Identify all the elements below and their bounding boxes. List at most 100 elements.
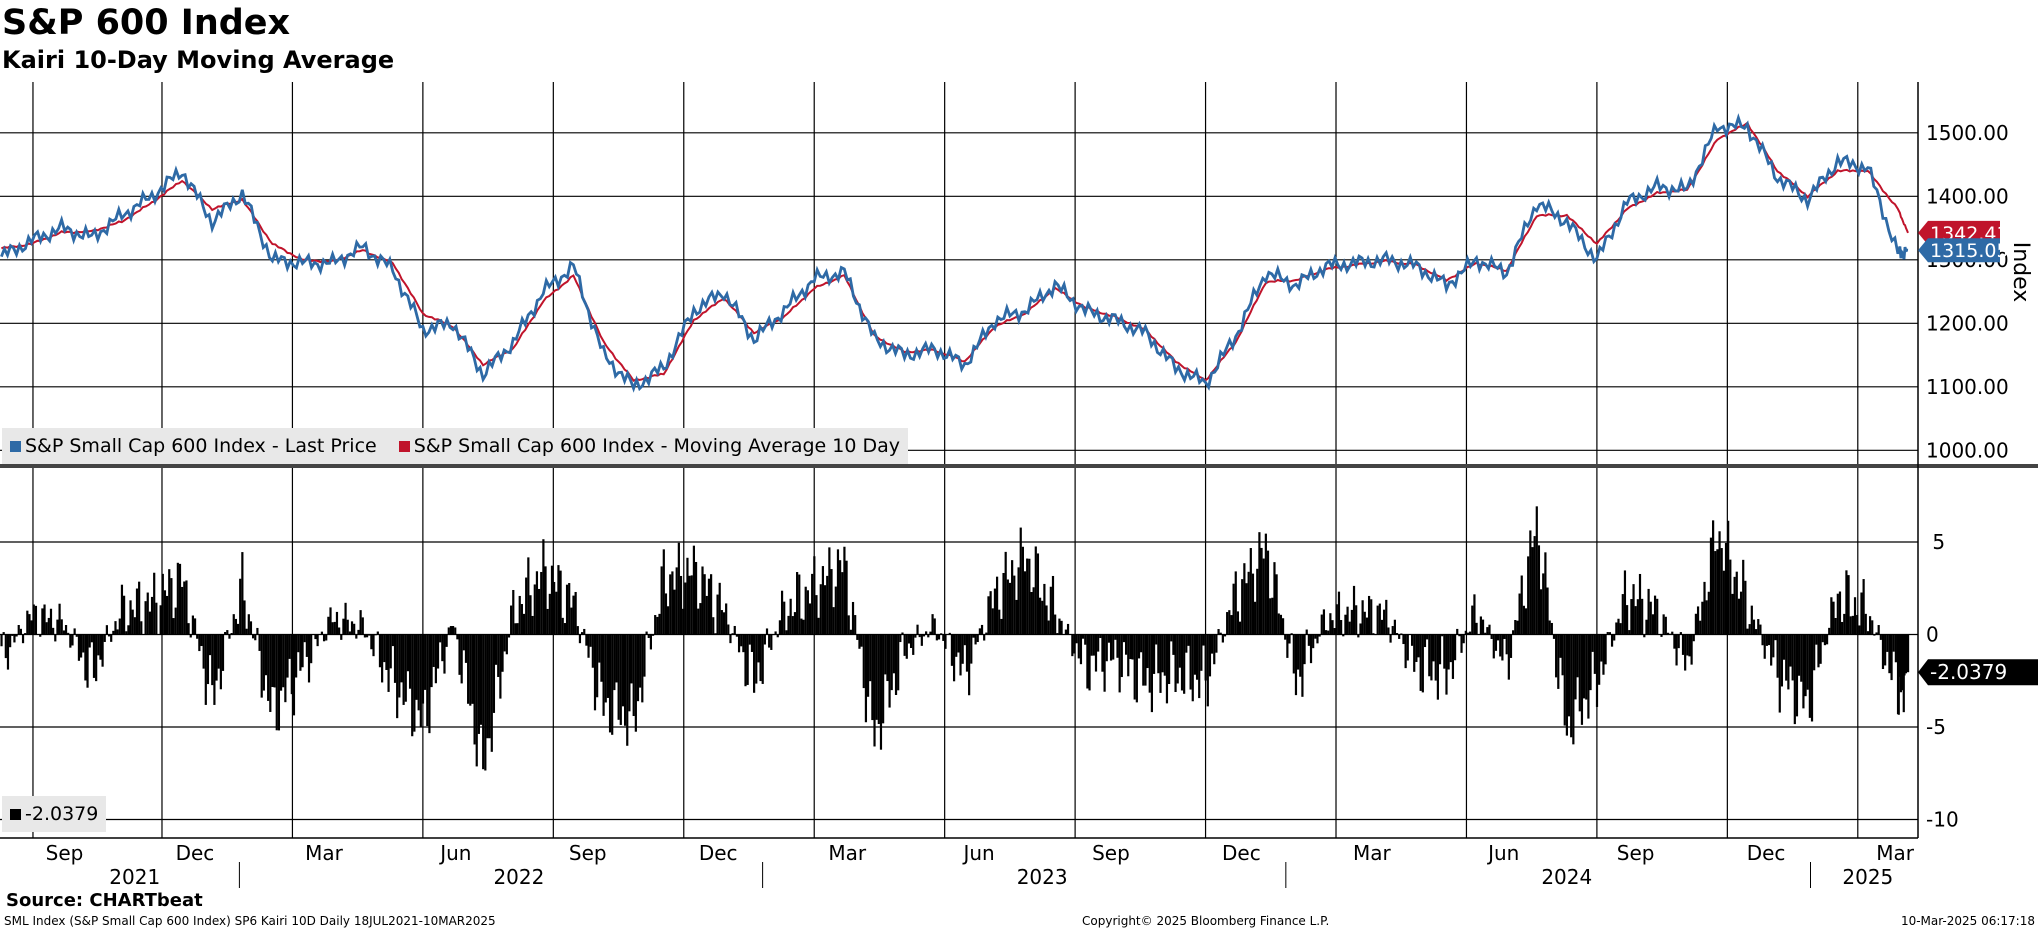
kairi-bar [355,634,358,639]
kairi-bar [460,634,463,684]
kairi-bar [864,634,868,723]
kairi-bar [776,634,779,638]
kairi-bar [1767,634,1771,646]
kairi-bar [1120,634,1123,678]
kairi-bar [1574,634,1577,700]
kairi-bar [1234,571,1237,635]
kairi-bar [1395,633,1399,635]
kairi-bar [1729,559,1732,635]
moving-average-legend-swatch [398,441,410,452]
kairi-bar [1262,558,1265,635]
kairi-bar [150,596,154,635]
kairi-bar [1557,634,1560,689]
kairi-bar [378,634,382,668]
kairi-bar [993,588,997,635]
kairi-bar [935,634,938,641]
kairi-bar [1488,624,1491,635]
kairi-bar [1890,634,1893,681]
kairi-bar [432,634,435,667]
kairi-bar [1258,532,1261,635]
kairi-bar [1690,634,1693,665]
kairi-bar [322,634,326,642]
kairi-bar [598,634,601,663]
kairi-bar [469,634,472,706]
kairi-bar [1832,601,1835,635]
x-month-label: Mar [828,841,867,865]
kairi-bar [1269,598,1272,635]
kairi-bar [273,634,276,688]
kairi-bar [821,566,825,635]
kairi-bar [563,623,566,635]
kairi-bar [518,595,521,635]
kairi-bar [219,634,222,690]
kairi-bar [1873,634,1876,636]
kairi-bar [9,634,12,648]
kairi-bar [1413,634,1416,672]
kairi-bar [1312,634,1315,649]
kairi-bar [1346,606,1349,635]
kairi-bar [90,634,93,643]
kairi-bar [596,634,599,698]
kairi-bar [26,610,29,635]
kairi-bar [1335,604,1338,635]
kairi-bar [415,634,418,700]
kairi-bar [1718,531,1721,635]
kairi-bar [492,634,496,713]
kairi-bar [1400,633,1403,635]
kairi-bar [1006,579,1009,635]
kairi-bar [494,634,498,665]
kairi-bar [279,634,283,691]
kairi-bar [54,634,57,642]
kairi-bar [1703,581,1706,635]
kairi-bar [299,634,302,671]
kairi-bar [1211,634,1214,654]
last-price-line [0,113,1909,393]
kairi-bar [1632,584,1635,635]
kairi-bar [957,634,960,653]
bottom-y-tick-label: -5 [1926,715,1946,739]
kairi-bar [1426,634,1429,640]
kairi-bar [1660,634,1663,637]
kairi-bar [645,631,648,635]
kairi-bar [1238,621,1242,635]
kairi-bar [922,634,926,637]
kairi-bar [0,634,3,647]
kairi-bar [1759,624,1762,635]
kairi-bar [1709,537,1713,635]
kairi-bar [729,634,732,644]
kairi-bar [1555,634,1558,678]
kairi-bar [1406,634,1409,661]
kairi-bar [1473,594,1476,635]
kairi-bar [1696,606,1700,635]
last-value-tag [1918,238,2000,263]
kairi-bar [823,585,827,635]
kairi-bar [408,634,412,689]
kairi-bar [1441,634,1444,637]
kairi-bar [787,615,790,635]
kairi-bar [365,634,369,638]
kairi-bar [1219,632,1222,635]
kairi-bar [1370,599,1373,635]
kairi-bar [929,631,932,635]
kairi-bar [1391,626,1394,635]
kairi-bar [1056,633,1059,635]
kairi-bar [667,606,670,635]
kairi-bar [193,618,197,635]
kairi-bar [1634,606,1637,635]
kairi-bar [753,634,756,693]
kairi-bar [849,629,852,635]
kairi-bar [1449,634,1452,663]
kairi-bar [1359,623,1362,635]
kairi-bar [1279,614,1283,635]
kairi-bar [1496,634,1500,641]
kairi-bar [909,634,913,649]
axis-labels: 1000.001100.001200.001300.001400.001500.… [46,121,2038,889]
kairi-bar [690,575,693,635]
kairi-bar [1871,620,1874,635]
kairi-bar [662,549,665,635]
kairi-bar [262,634,265,691]
kairi-bar [1892,634,1895,652]
kairi-bar [604,634,607,703]
kairi-bar [247,614,250,635]
kairi-bar [236,623,240,635]
